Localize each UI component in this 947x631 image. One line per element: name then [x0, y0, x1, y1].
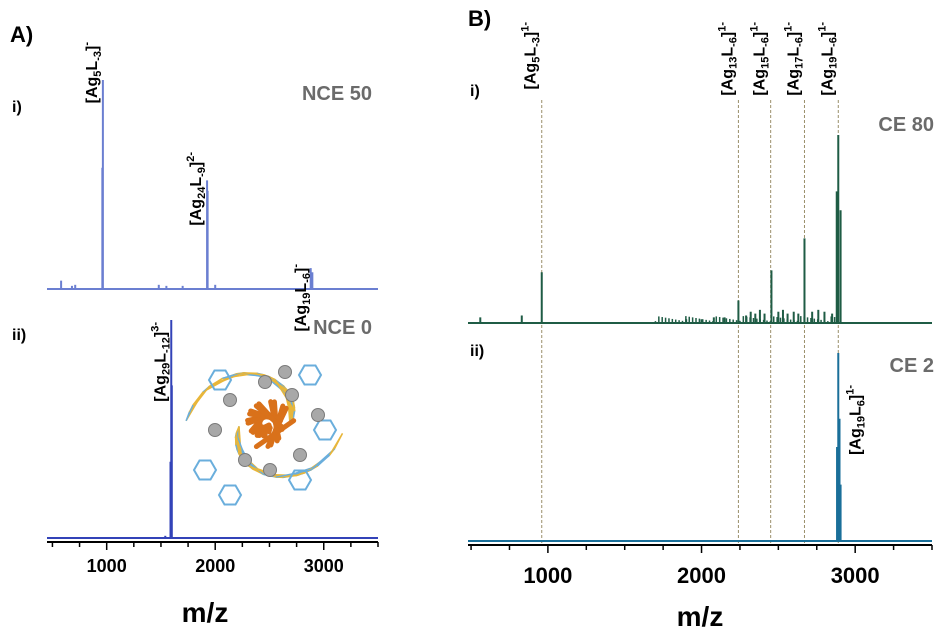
svg-text:[Ag19L6]1-: [Ag19L6]1-: [844, 385, 867, 455]
panel-b-label: B): [468, 6, 491, 31]
condition-ce-2: CE 2: [890, 355, 934, 377]
peak-label: [Ag29L-12]3-: [149, 322, 172, 402]
condition-nce-0: NCE 0: [313, 317, 372, 339]
cluster-structure-image: [185, 364, 344, 506]
panel-b-x-axis-title: m/z: [677, 601, 724, 631]
svg-text:[Ag13L-6]1-: [Ag13L-6]1-: [716, 22, 739, 96]
peak-label: [Ag19L-6]-: [290, 264, 313, 332]
svg-text:[Ag24L-9]2-: [Ag24L-9]2-: [185, 152, 208, 226]
panel-a-ii-label: ii): [12, 327, 26, 344]
panel-a-x-axis-title: m/z: [182, 597, 229, 628]
panel-b-i-label: i): [470, 83, 480, 100]
x-tick-label: 2000: [677, 563, 726, 588]
condition-nce-50: NCE 50: [302, 83, 372, 105]
svg-text:[Ag17L-6]1-: [Ag17L-6]1-: [782, 22, 805, 96]
peak-label: [Ag24L-9]2-: [185, 152, 208, 226]
svg-text:[Ag29L-12]3-: [Ag29L-12]3-: [149, 322, 172, 402]
x-tick-label: 2000: [195, 556, 235, 576]
panel-a-label: A): [10, 22, 33, 47]
peak-label: [Ag19L-6]1-: [816, 22, 839, 96]
panel-b-ii-label: ii): [470, 343, 484, 360]
x-tick-label: 3000: [304, 556, 344, 576]
condition-ce-80: CE 80: [878, 114, 934, 136]
svg-text:[Ag19L-6]1-: [Ag19L-6]1-: [816, 22, 839, 96]
axis-ticks: 1000 2000 3000 1000 2000 3000: [51, 542, 933, 588]
x-tick-label: 1000: [523, 563, 572, 588]
svg-text:[Ag5L-3]-: [Ag5L-3]-: [81, 42, 104, 104]
svg-text:[Ag19L-6]-: [Ag19L-6]-: [290, 264, 313, 332]
peak-label: [Ag13L-6]1-: [716, 22, 739, 96]
peak-label: [Ag19L6]1-: [844, 385, 867, 455]
peak-label: [Ag17L-6]1-: [782, 22, 805, 96]
spectra: [47, 80, 932, 542]
peak-label: [Ag5L-3]1-: [520, 22, 543, 90]
svg-text:[Ag5L-3]1-: [Ag5L-3]1-: [520, 22, 543, 90]
svg-text:[Ag15L-6]1-: [Ag15L-6]1-: [749, 22, 772, 96]
peak-label: [Ag15L-6]1-: [749, 22, 772, 96]
x-tick-label: 3000: [831, 563, 880, 588]
x-tick-label: 1000: [87, 556, 127, 576]
peak-label: [Ag5L-3]-: [81, 42, 104, 104]
peak-annotations: [Ag5L-3]- [Ag24L-9]2- [Ag19L-6]- [Ag29L-12]…: [81, 22, 867, 455]
panel-a-i-label: i): [12, 99, 22, 116]
